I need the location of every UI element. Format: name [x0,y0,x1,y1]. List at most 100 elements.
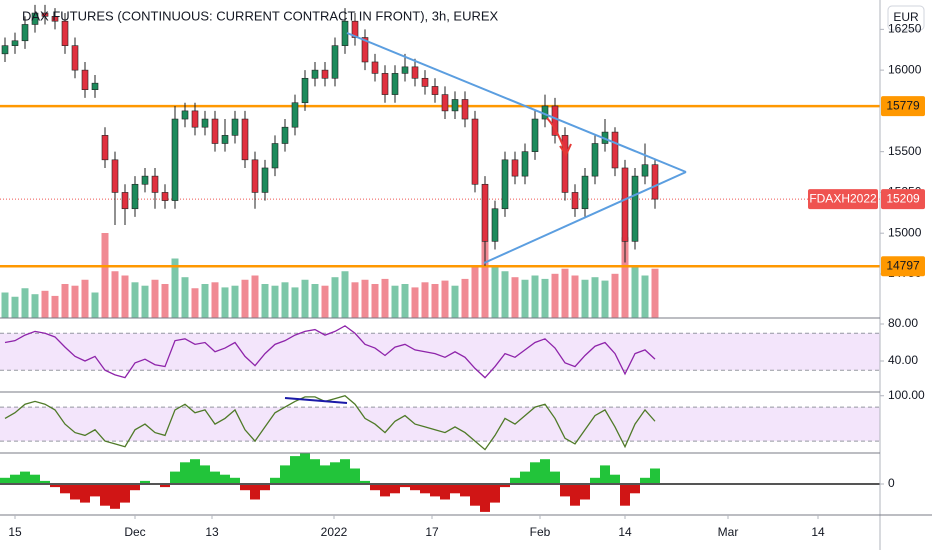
volume-bar [211,282,219,318]
histogram-bar [600,465,610,484]
histogram-bar [640,477,650,484]
volume-bar [231,285,239,318]
histogram-bar [560,484,570,497]
candle-body [211,118,219,144]
candle-body [231,118,239,136]
histogram-bar [510,477,520,484]
candle-body [201,118,209,128]
candle-body [311,69,319,79]
volume-bar [411,287,419,318]
trend-line [483,171,687,264]
histogram-bar [190,459,200,484]
volume-bar [171,258,179,318]
candle-body [41,12,49,17]
histogram-bar [70,484,80,500]
level-label: 14797 [886,258,920,272]
histogram-bar [480,484,490,512]
volume-bar [281,282,289,318]
histogram-bar [580,484,590,500]
volume-bar [331,277,339,318]
histogram-bar [310,459,320,484]
histogram-bar [430,484,440,497]
candle-body [471,118,479,185]
candle-body [31,12,39,25]
volume-bar [471,267,479,318]
volume-bar [361,279,369,318]
histogram-bar [120,484,130,503]
y-tick-label: 15000 [888,225,922,239]
volume-bar [461,278,469,318]
histogram-bar [260,484,270,491]
volume-bar [71,285,79,318]
level-label-box [881,256,925,277]
level-label: 15779 [886,98,920,112]
candle-body [641,164,649,177]
histogram-bar [350,468,360,484]
candle-body [551,105,559,136]
histogram-bar [590,477,600,484]
indicator-line [4,325,656,379]
candle-body [111,159,119,193]
currency-button[interactable] [887,5,925,31]
symbol-label: FDAXH2022 [809,191,877,205]
histogram-bar [400,484,410,488]
y-tick-label: 15500 [888,144,922,158]
histogram-bar [300,453,310,484]
candle-body [561,135,569,193]
histogram-bar [320,465,330,484]
volume-bar [201,284,209,318]
candle-body [381,73,389,95]
volume-bar [161,284,169,318]
volume-bar [621,237,629,318]
histogram-bar [420,484,430,494]
candle-body [261,167,269,193]
histogram-bar [630,484,640,494]
volume-bar [521,279,529,318]
histogram-bar [390,484,400,494]
volume-bar [501,271,509,318]
volume-bar [41,290,49,318]
volume-bar [291,287,299,318]
histogram-bar [30,474,40,484]
candle-body [591,143,599,177]
volume-bar [181,277,189,318]
candle-body [1,45,9,55]
candle-body [101,135,109,161]
volume-bar [271,285,279,318]
histogram-bar [210,471,220,484]
histogram-bar [380,484,390,497]
volume-bar [451,285,459,318]
currency-label[interactable]: EUR [893,10,919,24]
volume-bar [61,284,69,318]
volume-bar [631,267,639,318]
histogram-bar [470,484,480,506]
axis-labels: 1625016000155001525015000147501577914797… [8,22,925,540]
histogram-bar [540,459,550,484]
volume-bar [251,275,259,318]
y-tick-label: 16000 [888,62,922,76]
histogram-bar [460,484,470,497]
histogram-bar [170,471,180,484]
candle-body [141,175,149,185]
histogram-bar [50,484,60,488]
candle-body [171,118,179,201]
volume-bar [491,265,499,318]
y-tick-label: 40.00 [888,353,918,367]
x-tick-label: 14 [811,525,825,539]
volume-bar [311,284,319,318]
histogram-bar [650,468,660,484]
volume-bar [381,278,389,318]
candle-body [521,151,529,177]
histogram-bar [10,474,20,484]
candle-body [71,45,79,71]
histogram-bar [200,465,210,484]
histogram-bar [140,480,150,484]
volume-bar [111,271,119,318]
volume-bar [611,273,619,318]
histogram-bar [490,484,500,503]
volume-bar [401,284,409,318]
histogram-bar [250,484,260,500]
histogram-bar [530,462,540,484]
volume-bar [81,279,89,318]
candle-body [181,110,189,120]
